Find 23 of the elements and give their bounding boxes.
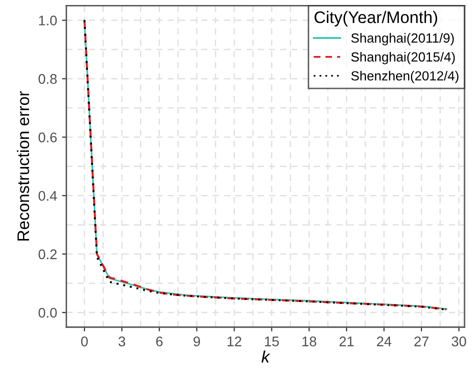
x-tick-label: 18 [302, 336, 316, 346]
x-tick-label: 0 [81, 336, 88, 346]
x-tick-label: 9 [194, 336, 200, 346]
y-tick-label: 0.6 [38, 132, 57, 142]
x-tick-label: 30 [452, 336, 466, 346]
x-tick-label: 27 [414, 336, 428, 346]
x-tick-label: 15 [265, 336, 279, 346]
y-axis-title: Reconstruction error [16, 91, 30, 240]
x-tick-label: 24 [376, 336, 392, 346]
y-tick-label: 0.0 [38, 308, 57, 318]
legend-label: Shanghai(2015/4) [351, 52, 455, 64]
legend-label: Shanghai(2011/9) [351, 33, 454, 46]
y-tick-label: 0.2 [38, 249, 57, 260]
y-tick-label: 0.4 [38, 190, 57, 201]
y-tick-label: 1.0 [39, 16, 57, 26]
x-axis-title: k [262, 350, 270, 363]
x-tick-label: 6 [156, 336, 163, 346]
x-tick-label: 3 [118, 336, 126, 346]
legend-title: City(Year/Month) [314, 10, 438, 26]
legend-label: Shenzhen(2012/4) [351, 70, 458, 84]
x-tick-label: 12 [228, 336, 242, 346]
x-tick-label: 21 [340, 336, 354, 346]
y-tick-label: 0.8 [38, 74, 57, 84]
